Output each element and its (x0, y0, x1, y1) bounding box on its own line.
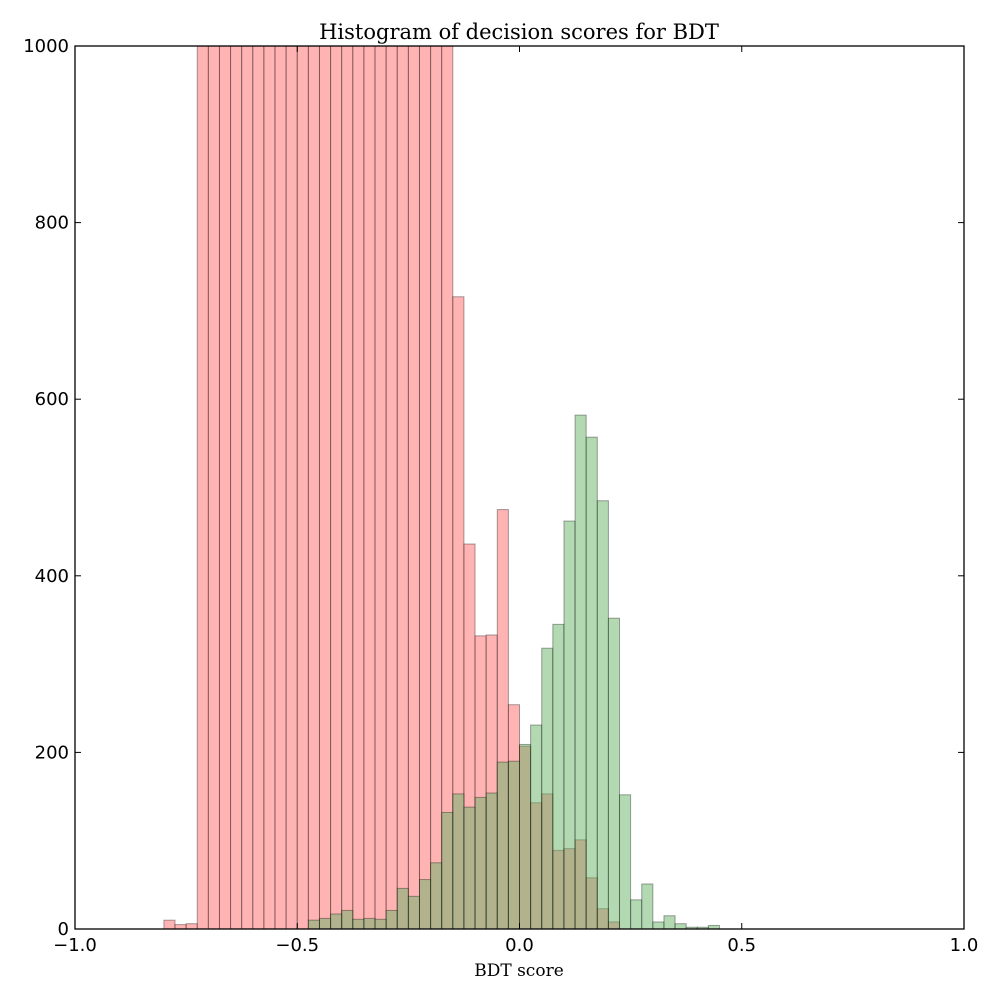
y-tick-label: 1000 (23, 36, 69, 57)
histogram-bar (174, 924, 187, 930)
histogram-bar (307, 919, 320, 930)
histogram-bar (407, 45, 420, 930)
histogram-bar (230, 45, 243, 930)
histogram-bar (641, 883, 654, 930)
histogram-bar (418, 879, 432, 930)
histogram-bar (418, 45, 432, 930)
histogram-bar (330, 913, 343, 930)
histogram-bar (241, 45, 254, 930)
histogram-bar (185, 923, 198, 930)
histogram-bar (674, 923, 687, 930)
x-axis-label: BDT score (474, 961, 564, 981)
histogram-bar (318, 45, 332, 930)
histogram-bar (385, 45, 398, 930)
histogram-bar (252, 45, 265, 930)
histogram-bar (307, 45, 320, 930)
histogram-bar (663, 915, 676, 930)
histogram-bar (596, 500, 609, 930)
histogram-bar (330, 45, 343, 930)
histogram-bar (385, 909, 398, 930)
histogram-bar (519, 743, 532, 930)
histogram-bar (452, 793, 465, 930)
y-tick-label: 800 (35, 213, 69, 234)
histogram-bar (541, 647, 554, 930)
histogram-bar (263, 45, 276, 930)
y-tick-label: 200 (35, 742, 69, 763)
histogram-bar (296, 45, 309, 930)
histogram-bar (441, 811, 454, 930)
histogram-bar (274, 45, 287, 930)
histogram-bar (463, 806, 476, 930)
histogram-bar (163, 919, 176, 930)
histogram-bar (318, 917, 332, 930)
axis-ticks (74, 45, 965, 930)
histogram-bar (285, 45, 298, 930)
histogram-bar (374, 45, 387, 930)
x-tick-label: 1.0 (950, 935, 979, 956)
histogram-bar (585, 436, 598, 930)
histogram-bar (341, 909, 354, 930)
histogram-bar (396, 887, 409, 930)
histogram-bar (430, 862, 443, 930)
y-tick-label: 600 (35, 389, 69, 410)
histogram-bar (507, 760, 521, 930)
histogram-bar (563, 520, 576, 930)
histogram-bar (607, 617, 621, 930)
chart-title: Histogram of decision scores for BDT (319, 20, 719, 44)
x-tick-label: −0.5 (275, 935, 319, 956)
histogram-bar (552, 623, 565, 930)
histogram-bar (352, 45, 365, 930)
histogram-bar (363, 917, 376, 930)
histogram-bar (218, 45, 232, 930)
histogram-bar (352, 918, 365, 930)
x-tick-label: 0.5 (727, 935, 756, 956)
histogram-bar (496, 761, 509, 930)
histogram-bar (652, 921, 665, 930)
histogram-bar (341, 45, 354, 930)
histogram-bar (196, 45, 209, 930)
histogram-bar (363, 45, 376, 930)
y-tick-label: 0 (58, 919, 69, 940)
histogram-bar (207, 45, 220, 930)
histogram-bar (407, 895, 420, 930)
histogram-bar (430, 45, 443, 930)
y-tick-label: 400 (35, 566, 69, 587)
histogram-bar (474, 796, 487, 930)
histogram-bar (530, 724, 543, 930)
axis-tick-labels: −1.0 −0.5 0.0 0.5 1.0 0 200 400 600 800 1000 (23, 36, 978, 956)
x-tick-label: 0.0 (505, 935, 534, 956)
histogram-bar (374, 918, 387, 930)
x-tick-label: −1.0 (53, 935, 97, 956)
histogram-bar (619, 794, 632, 930)
histogram-bar (574, 414, 587, 930)
histogram-bar (630, 899, 643, 930)
histogram-bar (396, 45, 409, 930)
histogram-bar (441, 45, 454, 930)
histogram-bar (485, 792, 498, 930)
